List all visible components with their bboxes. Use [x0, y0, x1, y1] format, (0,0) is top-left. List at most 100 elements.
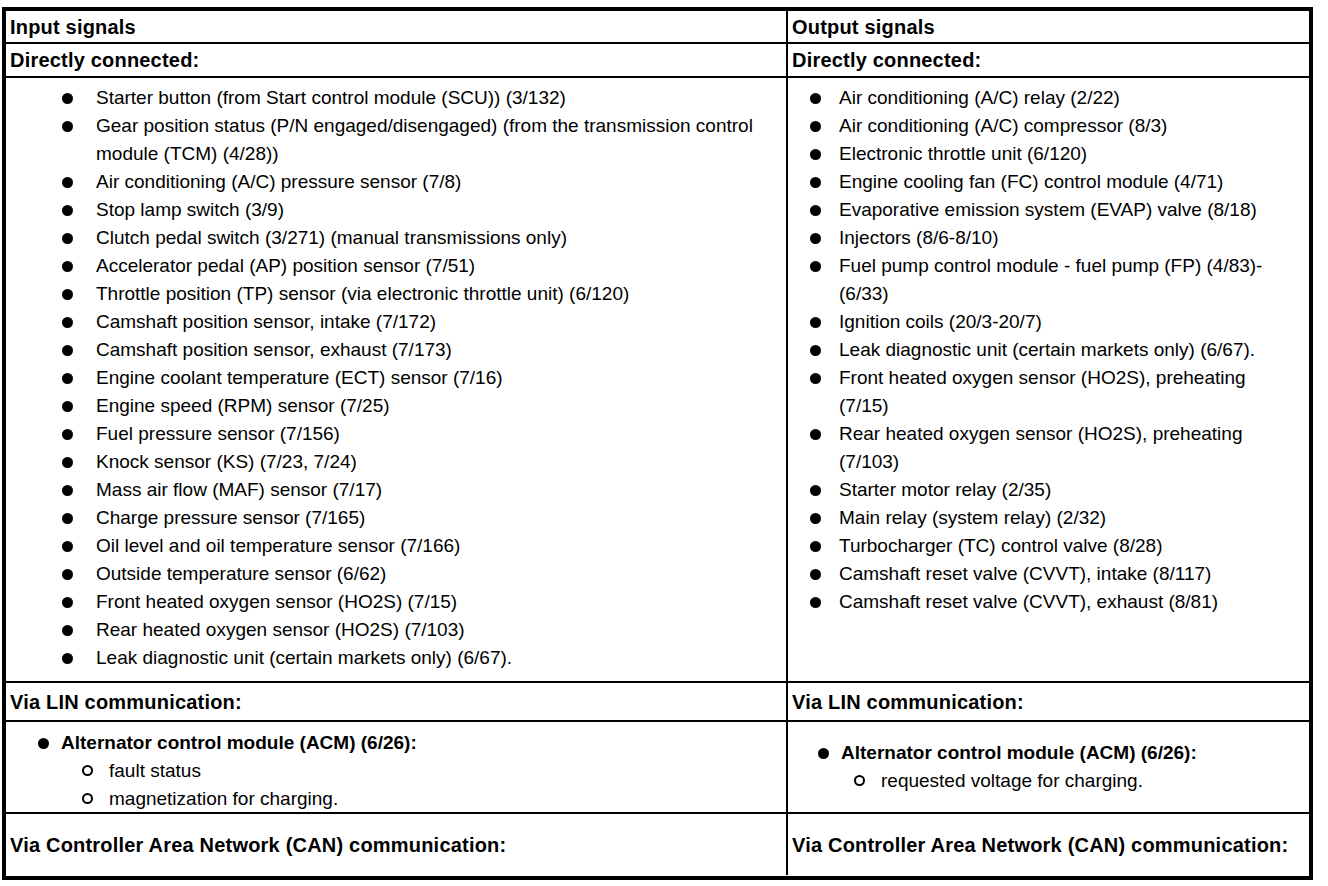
input-acm-sub-list: fault statusmagnetization for charging. — [38, 757, 778, 813]
list-item: Main relay (system relay) (2/32) — [810, 504, 1293, 532]
output-signals-header: Output signals — [792, 15, 935, 39]
list-item-text: Leak diagnostic unit (certain markets on… — [96, 644, 776, 672]
bullet-icon — [62, 429, 73, 440]
bullet-icon — [62, 653, 73, 664]
list-item-text: Starter button (from Start control modul… — [96, 84, 776, 112]
bullet-icon — [810, 93, 821, 104]
list-item-text: Turbocharger (TC) control valve (8/28) — [839, 532, 1293, 560]
output-signal-list: Air conditioning (A/C) relay (2/22)Air c… — [788, 78, 1309, 616]
output-via-lin-label: Via LIN communication: — [792, 690, 1024, 714]
list-item: Camshaft position sensor, exhaust (7/173… — [62, 336, 776, 364]
list-item: Leak diagnostic unit (certain markets on… — [810, 336, 1293, 364]
input-acm-item: Alternator control module (ACM) (6/26): — [38, 729, 778, 757]
list-item: Accelerator pedal (AP) position sensor (… — [62, 252, 776, 280]
list-item: Throttle position (TP) sensor (via elect… — [62, 280, 776, 308]
list-item: Engine cooling fan (FC) control module (… — [810, 168, 1293, 196]
list-item: Air conditioning (A/C) pressure sensor (… — [62, 168, 776, 196]
bullet-icon — [810, 541, 821, 552]
list-item: Gear position status (P/N engaged/diseng… — [62, 112, 776, 168]
list-item: Starter motor relay (2/35) — [810, 476, 1293, 504]
list-item: Air conditioning (A/C) compressor (8/3) — [810, 112, 1293, 140]
bullet-icon — [62, 289, 73, 300]
input-directly-connected-list-cell: Starter button (from Start control modul… — [6, 78, 786, 683]
bullet-icon — [62, 233, 73, 244]
list-item: Evaporative emission system (EVAP) valve… — [810, 196, 1293, 224]
list-item: Turbocharger (TC) control valve (8/28) — [810, 532, 1293, 560]
list-item-text: Air conditioning (A/C) pressure sensor (… — [96, 168, 776, 196]
list-item: Knock sensor (KS) (7/23, 7/24) — [62, 448, 776, 476]
list-item-text: Throttle position (TP) sensor (via elect… — [96, 280, 776, 308]
output-via-can-cell: Via Controller Area Network (CAN) commun… — [786, 814, 1309, 875]
bullet-icon — [818, 748, 829, 759]
list-item-text: Engine speed (RPM) sensor (7/25) — [96, 392, 776, 420]
list-item: Camshaft position sensor, intake (7/172) — [62, 308, 776, 336]
list-item: Electronic throttle unit (6/120) — [810, 140, 1293, 168]
bullet-icon — [62, 345, 73, 356]
input-acm-block: Alternator control module (ACM) (6/26): … — [6, 722, 786, 813]
list-item-text: Camshaft position sensor, intake (7/172) — [96, 308, 776, 336]
input-via-can-label: Via Controller Area Network (CAN) commun… — [10, 831, 506, 859]
list-item: requested voltage for charging. — [854, 767, 1301, 795]
list-item-text: Main relay (system relay) (2/32) — [839, 504, 1293, 532]
list-item-text: Air conditioning (A/C) compressor (8/3) — [839, 112, 1293, 140]
bullet-icon — [810, 233, 821, 244]
list-item: Clutch pedal switch (3/271) (manual tran… — [62, 224, 776, 252]
bullet-icon — [810, 345, 821, 356]
list-item-text: Charge pressure sensor (7/165) — [96, 504, 776, 532]
list-item: Fuel pressure sensor (7/156) — [62, 420, 776, 448]
list-item: Engine coolant temperature (ECT) sensor … — [62, 364, 776, 392]
list-item: Fuel pump control module - fuel pump (FP… — [810, 252, 1293, 308]
list-item-text: Camshaft position sensor, exhaust (7/173… — [96, 336, 776, 364]
bullet-icon — [62, 93, 73, 104]
list-item-text: Knock sensor (KS) (7/23, 7/24) — [96, 448, 776, 476]
circle-icon — [854, 775, 865, 786]
input-directly-connected-label: Directly connected: — [10, 48, 199, 72]
bullet-icon — [62, 373, 73, 384]
list-item: Camshaft reset valve (CVVT), intake (8/1… — [810, 560, 1293, 588]
output-acm-cell: Alternator control module (ACM) (6/26): … — [786, 722, 1309, 814]
input-signal-list: Starter button (from Start control modul… — [6, 78, 786, 672]
list-item-text: Air conditioning (A/C) relay (2/22) — [839, 84, 1293, 112]
bullet-icon — [62, 541, 73, 552]
list-item-text: Gear position status (P/N engaged/diseng… — [96, 112, 776, 168]
bullet-icon — [810, 121, 821, 132]
list-item-text: Outside temperature sensor (6/62) — [96, 560, 776, 588]
bullet-icon — [810, 177, 821, 188]
bullet-icon — [62, 121, 73, 132]
bullet-icon — [62, 457, 73, 468]
list-item: Mass air flow (MAF) sensor (7/17) — [62, 476, 776, 504]
list-item-text: Engine coolant temperature (ECT) sensor … — [96, 364, 776, 392]
circle-icon — [82, 793, 93, 804]
list-item-text: requested voltage for charging. — [881, 767, 1301, 795]
list-item-text: magnetization for charging. — [109, 785, 778, 813]
output-via-can-label: Via Controller Area Network (CAN) commun… — [792, 831, 1288, 859]
bullet-icon — [810, 149, 821, 160]
input-directly-connected-cell: Directly connected: — [6, 44, 786, 78]
list-item: Engine speed (RPM) sensor (7/25) — [62, 392, 776, 420]
bullet-icon — [62, 177, 73, 188]
list-item-text: Accelerator pedal (AP) position sensor (… — [96, 252, 776, 280]
list-item-text: Starter motor relay (2/35) — [839, 476, 1293, 504]
bullet-icon — [62, 401, 73, 412]
list-item-text: Fuel pressure sensor (7/156) — [96, 420, 776, 448]
list-item-text: Injectors (8/6-8/10) — [839, 224, 1293, 252]
bullet-icon — [810, 429, 821, 440]
output-acm-sub-list: requested voltage for charging. — [818, 767, 1301, 795]
input-signals-header-cell: Input signals — [6, 11, 786, 44]
list-item: Front heated oxygen sensor (HO2S) (7/15) — [62, 588, 776, 616]
list-item: Rear heated oxygen sensor (HO2S), prehea… — [810, 420, 1293, 476]
list-item-text: Leak diagnostic unit (certain markets on… — [839, 336, 1293, 364]
input-via-lin-label: Via LIN communication: — [10, 690, 242, 714]
list-item-text: Oil level and oil temperature sensor (7/… — [96, 532, 776, 560]
list-item: magnetization for charging. — [82, 785, 778, 813]
list-item-text: Front heated oxygen sensor (HO2S), prehe… — [839, 364, 1293, 420]
bullet-icon — [810, 317, 821, 328]
list-item: Starter button (from Start control modul… — [62, 84, 776, 112]
output-via-lin-cell: Via LIN communication: — [786, 683, 1309, 722]
input-via-can-cell: Via Controller Area Network (CAN) commun… — [6, 814, 786, 875]
list-item-text: Evaporative emission system (EVAP) valve… — [839, 196, 1293, 224]
bullet-icon — [810, 569, 821, 580]
bullet-icon — [38, 738, 49, 749]
output-acm-block: Alternator control module (ACM) (6/26): … — [788, 722, 1309, 795]
bullet-icon — [810, 513, 821, 524]
